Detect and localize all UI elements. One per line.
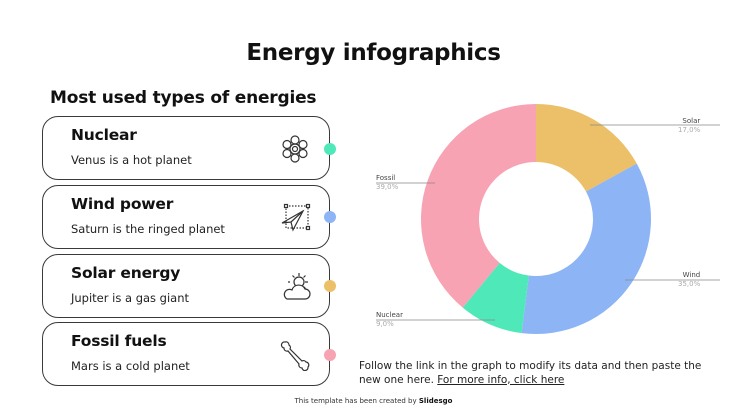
- label-wind: Wind 35,0%: [678, 271, 701, 288]
- donut-svg: [376, 104, 720, 334]
- page-title: Energy infographics: [246, 40, 501, 66]
- paper-plane-icon: [281, 203, 311, 232]
- atom-icon: [282, 135, 308, 163]
- card-description: Mars is a cold planet: [71, 359, 190, 373]
- card-wind-power: Wind power Saturn is the ringed planet: [42, 185, 330, 249]
- label-fossil: Fossil 39,0%: [376, 174, 399, 191]
- slice-wind[interactable]: [521, 163, 651, 334]
- slice-solar[interactable]: [536, 104, 637, 192]
- energy-donut-chart[interactable]: Solar 17,0% Wind 35,0% Nuclear 9,0% Fossil 3…: [360, 100, 720, 340]
- card-description: Saturn is the ringed planet: [71, 222, 225, 236]
- nuclear-color-dot: [324, 143, 336, 155]
- card-fossil-fuels: Fossil fuels Mars is a cold planet: [42, 322, 330, 386]
- label-nuclear: Nuclear 9,0%: [376, 311, 403, 328]
- slice-fossil[interactable]: [421, 104, 536, 308]
- slice-nuclear[interactable]: [462, 262, 529, 334]
- card-description: Venus is a hot planet: [71, 153, 192, 167]
- card-solar-energy: Solar energy Jupiter is a gas giant: [42, 254, 330, 318]
- label-solar: Solar 17,0%: [678, 117, 701, 134]
- wind-color-dot: [324, 211, 336, 223]
- bone-icon: [280, 341, 310, 371]
- brand-name[interactable]: Slidesgo: [418, 397, 453, 405]
- credits-footer: This template has been created by Slides…: [0, 397, 747, 405]
- note-text: Follow the link in the graph to modify i…: [359, 360, 702, 386]
- section-subtitle: Most used types of energies: [50, 88, 317, 108]
- card-heading: Solar energy: [71, 264, 181, 282]
- card-heading: Nuclear: [71, 126, 137, 144]
- card-heading: Wind power: [71, 195, 174, 213]
- more-info-link[interactable]: For more info, click here: [437, 373, 565, 386]
- fossil-color-dot: [324, 349, 336, 361]
- instruction-note: Follow the link in the graph to modify i…: [359, 360, 719, 387]
- solar-color-dot: [324, 280, 336, 292]
- sun-cloud-icon: [283, 273, 311, 300]
- credits-text: This template has been created by: [294, 397, 417, 405]
- card-heading: Fossil fuels: [71, 332, 167, 350]
- card-description: Jupiter is a gas giant: [71, 291, 190, 305]
- card-nuclear: Nuclear Venus is a hot planet: [42, 116, 330, 180]
